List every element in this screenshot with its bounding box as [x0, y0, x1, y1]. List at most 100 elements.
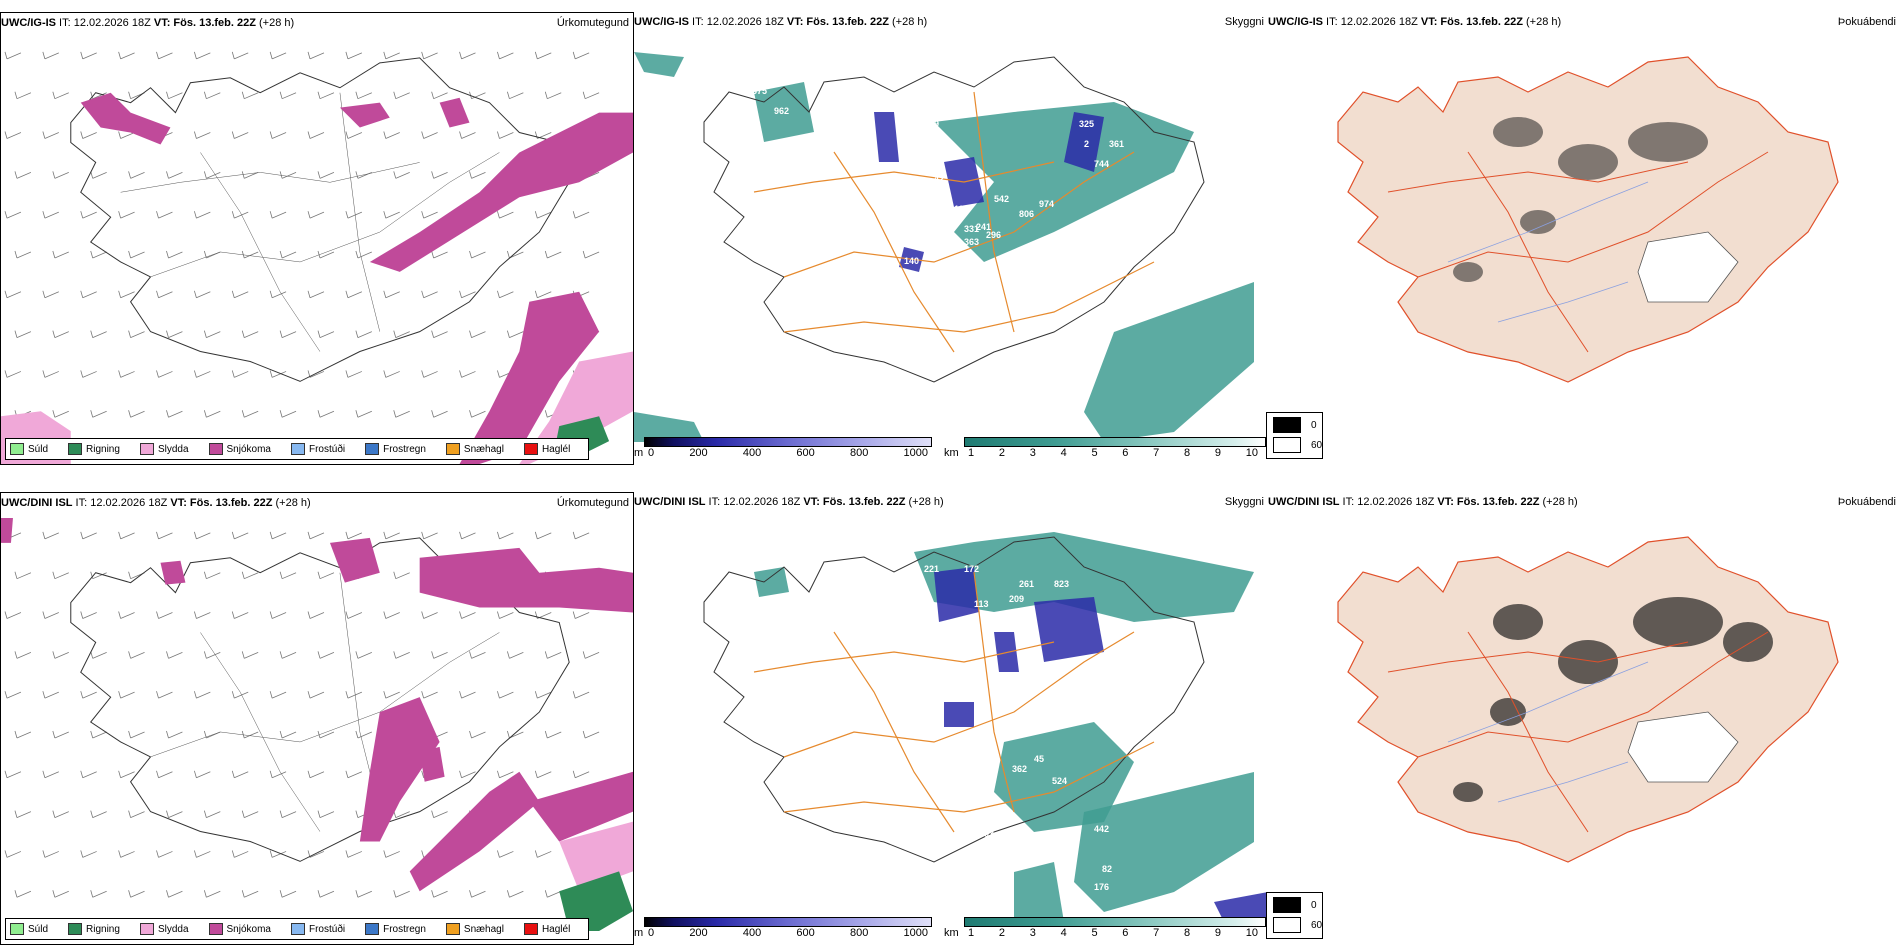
wind-barb — [279, 730, 297, 739]
precip-legend: Súld Rigning Slydda Snjókoma Frostúði Frostre… — [5, 918, 590, 940]
wind-barb — [80, 770, 97, 779]
visibility-label: 113 — [974, 599, 989, 609]
wind-barb — [42, 51, 59, 60]
wind-barb — [393, 410, 410, 418]
wind-barb — [355, 330, 372, 338]
wind-barb — [4, 290, 22, 299]
colorbar-tick: 0 — [648, 447, 655, 459]
colorbar-tick: 5 — [1091, 447, 1098, 459]
legend-label: Snæhagl — [463, 923, 504, 935]
wind-barb — [279, 651, 297, 659]
colorbar-tick: 8 — [1184, 447, 1191, 459]
rivers — [1447, 181, 1649, 323]
ceiling-colorbar: m 0 200 400 600 800 1000 — [634, 435, 934, 463]
visibility-panel-top: UWC/IG-IS IT: 12.02.2026 18Z VT: Fös. 13… — [634, 12, 1268, 465]
wind-barb — [90, 651, 107, 659]
wind-barb — [90, 810, 107, 818]
wind-barb — [421, 691, 438, 699]
panel-title: Þokuábendi — [1837, 16, 1896, 28]
colorbar-tick: 0 — [648, 927, 655, 939]
wind-barb — [128, 410, 145, 418]
fog-map — [1337, 536, 1839, 863]
wind-barb — [203, 571, 221, 580]
panel-title: Þokuábendi — [1837, 496, 1896, 508]
wind-barb — [534, 211, 552, 219]
wind-barb — [421, 611, 438, 619]
visibility-label: 375 — [752, 86, 767, 96]
wind-barb — [355, 91, 372, 100]
wind-barb — [156, 611, 173, 619]
ceiling-ticks: 0 200 400 600 800 1000 — [648, 447, 928, 459]
wind-barb — [469, 91, 486, 100]
wind-barb — [317, 890, 335, 898]
wind-barb — [203, 651, 221, 659]
wind-barb — [42, 370, 59, 378]
wind-barb — [194, 611, 211, 619]
wind-barb — [241, 651, 259, 659]
iceland-fill — [1337, 56, 1839, 383]
wind-barb — [90, 890, 107, 898]
wind-barb — [544, 651, 562, 659]
wind-barb — [90, 171, 107, 179]
wind-barb — [582, 91, 600, 100]
wind-barb — [4, 691, 22, 699]
wind-barb — [80, 131, 97, 139]
lead-time: (+28 h) — [272, 497, 311, 509]
wind-barb — [52, 810, 69, 818]
wind-barb — [469, 171, 486, 179]
fog-legend-white — [1273, 917, 1301, 933]
visibility-label: 241 — [976, 222, 991, 232]
legend-swatch — [365, 443, 380, 455]
wind-barb — [80, 531, 97, 540]
visibility-label: 331 — [964, 224, 979, 234]
visibility-label: 42 — [934, 174, 944, 184]
wind-barb — [469, 330, 486, 338]
wind-barb — [128, 330, 145, 338]
colorbar-tick: 800 — [849, 447, 869, 459]
iceland-outline — [70, 537, 570, 862]
wind-barb — [317, 571, 335, 580]
legend-item: Súld — [10, 443, 48, 455]
wind-barb — [269, 370, 287, 378]
wind-barb — [118, 370, 135, 378]
wind-barb — [118, 770, 135, 779]
wind-barb — [269, 531, 287, 540]
wind-barb — [14, 810, 32, 818]
wind-barb — [469, 250, 486, 259]
wind-barb — [156, 290, 173, 299]
wind-barb — [544, 890, 562, 898]
wind-barb — [431, 250, 448, 259]
wind-barb — [14, 171, 32, 179]
wind-barb — [393, 810, 410, 818]
lead-time: (+28 h) — [1522, 16, 1562, 28]
legend-label: Frostúði — [308, 923, 346, 935]
wind-barb — [307, 131, 325, 139]
legend-label: Rigning — [86, 923, 120, 935]
fog-map — [1337, 56, 1839, 383]
visibility-unit: km — [944, 447, 959, 459]
colorbar-tick: 9 — [1214, 447, 1221, 459]
wind-barb — [534, 850, 552, 858]
lead-time: (+28 h) — [255, 17, 295, 29]
visibility-ticks: 1 2 3 4 5 6 7 8 9 10 — [968, 927, 1258, 939]
init-time: IT: 12.02.2026 18Z — [72, 497, 171, 509]
wind-barb — [393, 571, 410, 580]
snow-areas — [80, 92, 633, 464]
legend-swatch — [208, 443, 223, 455]
wind-barb — [90, 250, 107, 259]
wind-barb — [166, 410, 183, 418]
init-time: IT: 12.02.2026 18Z — [56, 17, 154, 29]
wind-barb — [231, 691, 249, 699]
wind-barb — [431, 91, 448, 100]
wind-barb — [42, 770, 59, 779]
wind-barb — [279, 810, 297, 818]
lead-time: (+28 h) — [905, 496, 944, 508]
wind-barb — [52, 171, 69, 179]
wind-barb — [4, 850, 22, 858]
wind-barb — [345, 691, 363, 699]
visibility-fields — [754, 532, 1254, 922]
valid-time: VT: Fös. 13.feb. 22Z — [1437, 496, 1540, 508]
model-label: UWC/DINI ISL — [634, 496, 706, 508]
wind-barb — [269, 290, 287, 299]
